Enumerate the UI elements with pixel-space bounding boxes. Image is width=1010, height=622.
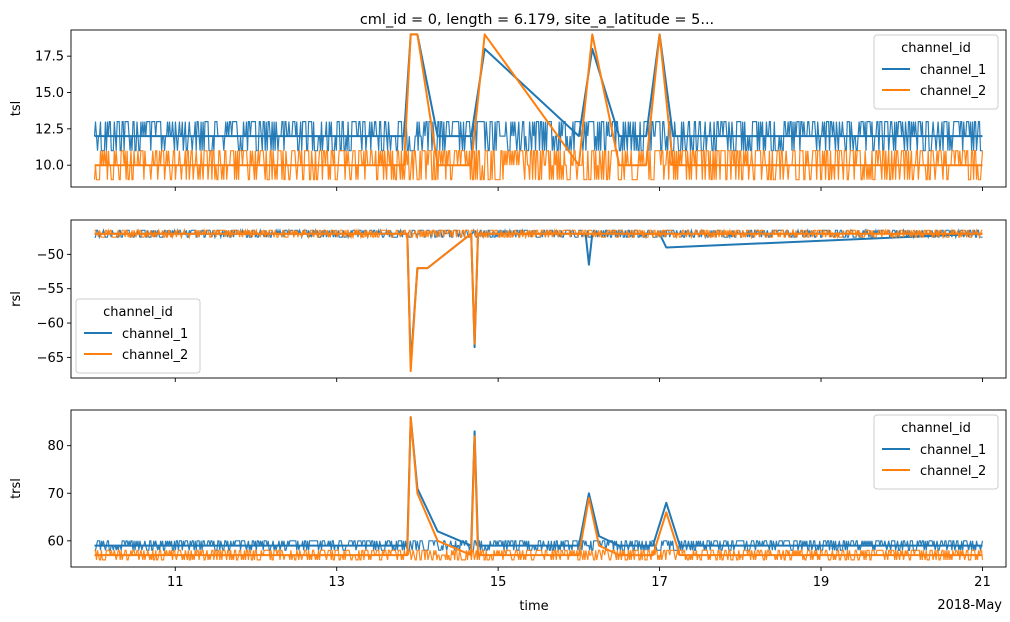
series-noise-channel_1 — [94, 540, 984, 551]
series-channel_1-trsl — [94, 416, 984, 551]
panels: 10.012.515.017.5tslchannel_idchannel_1ch… — [9, 29, 1007, 590]
y-tick-label: 15.0 — [35, 86, 64, 101]
x-tick-label: 17 — [651, 575, 668, 590]
x-axis-offset-label: 2018-May — [937, 598, 1002, 613]
y-tick-label: 60 — [47, 534, 64, 549]
axes-frame — [70, 29, 1007, 188]
x-tick-label: 21 — [974, 575, 991, 590]
series-line-channel_2 — [94, 416, 983, 557]
legend-label-channel_2: channel_2 — [920, 84, 986, 99]
legend-label-channel_2: channel_2 — [122, 348, 188, 363]
y-tick-label: −50 — [37, 248, 64, 263]
axes-frame — [70, 219, 1007, 379]
y-tick-label: 70 — [47, 487, 64, 502]
series-channel_1-tsl — [93, 33, 983, 152]
series-channel_2-tsl — [93, 33, 984, 181]
panel-rsl: −65−60−55−50rslchannel_idchannel_1channe… — [9, 219, 1007, 382]
y-tick-label: 80 — [47, 439, 64, 454]
y-axis-label: rsl — [9, 291, 24, 307]
legend-title: channel_id — [103, 305, 173, 320]
legend-title: channel_id — [901, 41, 971, 56]
x-tick-label: 15 — [490, 575, 507, 590]
legend-label-channel_2: channel_2 — [920, 464, 986, 479]
series-channel_2-trsl — [94, 416, 984, 561]
y-tick-label: 17.5 — [35, 50, 64, 65]
y-axis-label: tsl — [9, 101, 24, 116]
legend: channel_id channel_1 channel_2 — [75, 298, 201, 374]
figure-title: cml_id = 0, length = 6.179, site_a_latit… — [360, 12, 714, 28]
series-line-channel_1 — [94, 232, 983, 366]
y-tick-label: −55 — [37, 282, 64, 297]
series-line-channel_1 — [94, 33, 983, 138]
y-tick-label: −65 — [37, 351, 64, 366]
series-line-channel_2 — [94, 232, 983, 373]
x-tick-label: 19 — [813, 575, 830, 590]
axes-frame — [70, 409, 1007, 568]
legend-label-channel_1: channel_1 — [122, 327, 188, 342]
series-channel_1-rsl — [94, 228, 983, 366]
legend-label-channel_1: channel_1 — [920, 63, 986, 78]
x-tick-label: 13 — [328, 575, 345, 590]
y-tick-label: 10.0 — [35, 159, 64, 174]
y-tick-label: 12.5 — [35, 122, 64, 137]
legend-title: channel_id — [901, 421, 971, 436]
series-line-channel_1 — [94, 416, 983, 547]
y-axis-label: trsl — [9, 478, 24, 499]
x-tick-label: 11 — [167, 575, 184, 590]
y-tick-label: −60 — [37, 317, 64, 332]
legend: channel_id channel_1 channel_2 — [873, 414, 999, 490]
legend: channel_id channel_1 channel_2 — [873, 34, 999, 110]
series-channel_2-rsl — [94, 228, 983, 373]
series-line-channel_2 — [94, 33, 983, 167]
legend-label-channel_1: channel_1 — [920, 443, 986, 458]
panel-tsl: 10.012.515.017.5tslchannel_idchannel_1ch… — [9, 29, 1007, 191]
x-axis-label: time — [519, 599, 548, 614]
